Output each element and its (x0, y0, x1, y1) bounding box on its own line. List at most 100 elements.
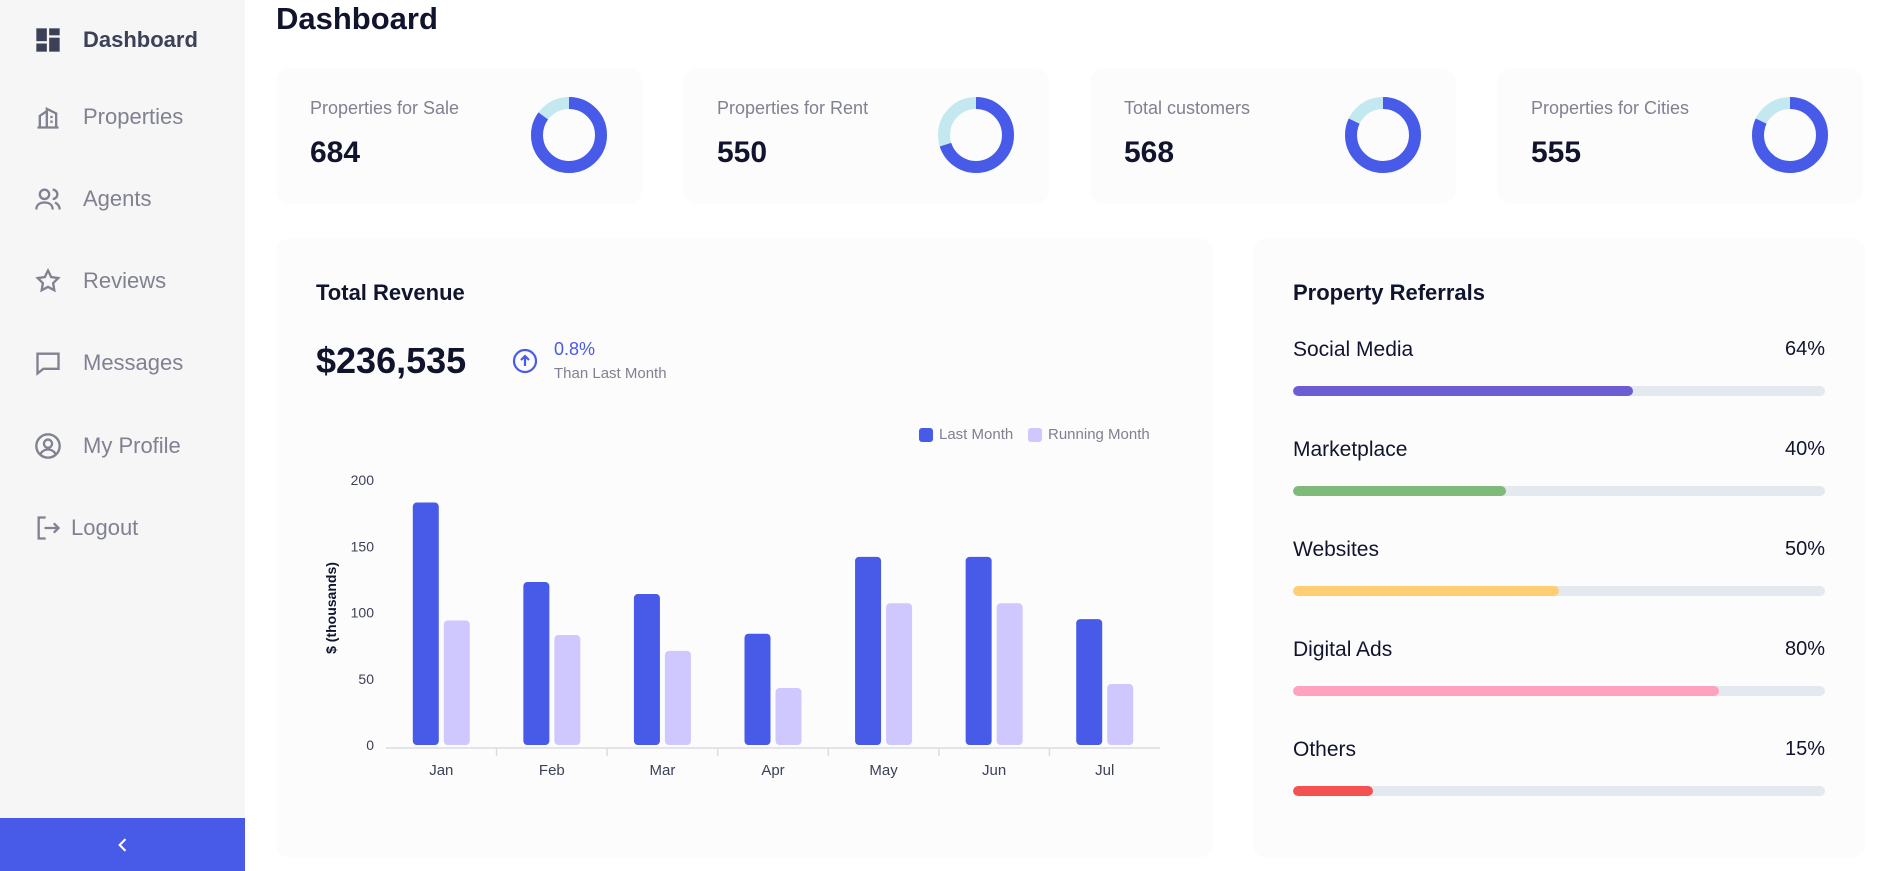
sidebar-item-messages[interactable]: Messages (33, 348, 183, 378)
sidebar-item-label: Messages (83, 350, 184, 375)
stat-donut (1345, 97, 1421, 173)
referral-progress-fill (1293, 386, 1634, 396)
revenue-bar-chart: 0 50 100 150 200 $ (thousands) Jan Feb Mar Apr May… (323, 472, 1160, 779)
star-icon (33, 266, 63, 296)
stat-label: Total customers (1124, 98, 1251, 118)
sidebar-item-label: Reviews (83, 268, 167, 293)
legend-swatch (919, 427, 933, 442)
x-tick-label: Jun (982, 762, 1006, 779)
sidebar-item-dashboard[interactable]: Dashboard (33, 25, 198, 55)
revenue-title: Total Revenue (316, 280, 465, 305)
arrow-up-circle-icon (512, 348, 538, 374)
sidebar-item-logout[interactable]: Logout (33, 513, 138, 543)
stat-label: Properties for Cities (1531, 98, 1690, 118)
sidebar-item-label: Logout (71, 515, 139, 540)
bar-running-month (996, 603, 1023, 745)
x-tick-label: Jul (1095, 762, 1114, 779)
referral-progress-fill (1293, 786, 1373, 796)
stat-donut (531, 97, 607, 173)
collapse-sidebar-button[interactable] (0, 818, 245, 871)
referral-progress-fill (1293, 486, 1506, 496)
bar-last-month (965, 556, 992, 745)
stat-donut (1752, 97, 1828, 173)
sidebar: Dashboard Properties Agents Reviews Mess… (0, 0, 245, 871)
sidebar-item-properties[interactable]: Properties (33, 102, 183, 132)
revenue-panel: Total Revenue $236,535 0.8% Than Last Mo… (276, 238, 1213, 858)
legend-label: Last Month (939, 426, 1014, 443)
stat-label: Properties for Sale (310, 98, 460, 118)
y-tick-label: 100 (351, 605, 375, 621)
stat-value: 550 (717, 136, 768, 169)
bar-last-month (412, 502, 439, 745)
legend-label: Running Month (1048, 426, 1150, 443)
y-axis-label: $ (thousands) (323, 562, 339, 654)
referral-label: Others (1293, 738, 1357, 761)
x-tick-label: Mar (650, 762, 676, 779)
legend-last-month: Last Month (919, 426, 1013, 443)
x-tick-label: May (869, 762, 898, 779)
y-tick-label: 0 (366, 737, 374, 753)
dashboard-icon (33, 25, 63, 55)
building-icon (33, 102, 63, 132)
stat-card-rent: Properties for Rent 550 (683, 68, 1049, 204)
referral-progress-track (1293, 686, 1825, 696)
sidebar-item-label: Dashboard (83, 27, 198, 52)
referral-label: Social Media (1293, 338, 1414, 361)
referral-label: Marketplace (1293, 438, 1408, 461)
referrals-panel: Property Referrals Social Media 64% Market… (1253, 238, 1865, 858)
stat-card-customers: Total customers 568 (1090, 68, 1456, 204)
legend-swatch (1028, 427, 1042, 442)
page-title: Dashboard (276, 1, 438, 36)
referral-progress-fill (1293, 686, 1719, 696)
referrals-title: Property Referrals (1293, 280, 1485, 305)
referral-label: Websites (1293, 538, 1379, 561)
sidebar-item-my-profile[interactable]: My Profile (33, 431, 181, 461)
referral-progress-fill (1293, 586, 1559, 596)
referral-progress-track (1293, 786, 1825, 796)
stat-card-cities: Properties for Cities 555 (1497, 68, 1863, 204)
donut-fill (531, 97, 607, 173)
x-tick-label: Apr (761, 762, 784, 779)
bar-last-month (523, 582, 550, 745)
referral-progress-track (1293, 586, 1825, 596)
referral-progress-track (1293, 486, 1825, 496)
bar-last-month (744, 633, 771, 745)
bar-running-month (443, 620, 470, 745)
bar-running-month (1107, 684, 1134, 745)
trend-percent: 0.8% (554, 339, 596, 359)
x-tick-label: Jan (429, 762, 453, 779)
y-tick-label: 150 (351, 538, 375, 554)
trend-note: Than Last Month (554, 365, 667, 382)
stat-value: 568 (1124, 136, 1175, 169)
chat-icon (33, 348, 63, 378)
stat-value: 555 (1531, 136, 1582, 169)
referral-progress-track (1293, 386, 1825, 396)
stat-donut (938, 97, 1014, 173)
donut-fill (1345, 97, 1421, 173)
stat-value: 684 (310, 136, 361, 169)
bar-running-month (664, 650, 691, 745)
donut-fill (938, 97, 1014, 173)
sidebar-item-label: My Profile (83, 433, 181, 458)
referral-value: 80% (1784, 638, 1825, 660)
referral-value: 64% (1784, 338, 1825, 360)
x-tick-label: Feb (539, 762, 565, 779)
revenue-amount: $236,535 (316, 340, 467, 381)
sidebar-item-label: Agents (83, 186, 152, 211)
legend-running-month: Running Month (1028, 426, 1150, 443)
chevron-left-icon (113, 835, 133, 855)
bar-running-month (775, 688, 802, 745)
y-tick-label: 200 (351, 472, 375, 488)
logout-icon (33, 513, 63, 543)
referral-value: 40% (1784, 438, 1825, 460)
people-icon (33, 184, 63, 214)
y-tick-label: 50 (358, 671, 374, 687)
sidebar-item-agents[interactable]: Agents (33, 184, 152, 214)
sidebar-item-label: Properties (83, 104, 184, 129)
stat-card-sale: Properties for Sale 684 (276, 68, 642, 204)
referral-value: 50% (1784, 538, 1825, 560)
stat-label: Properties for Rent (717, 98, 869, 118)
referral-value: 15% (1784, 738, 1825, 760)
bar-running-month (554, 635, 581, 745)
sidebar-item-reviews[interactable]: Reviews (33, 266, 166, 296)
